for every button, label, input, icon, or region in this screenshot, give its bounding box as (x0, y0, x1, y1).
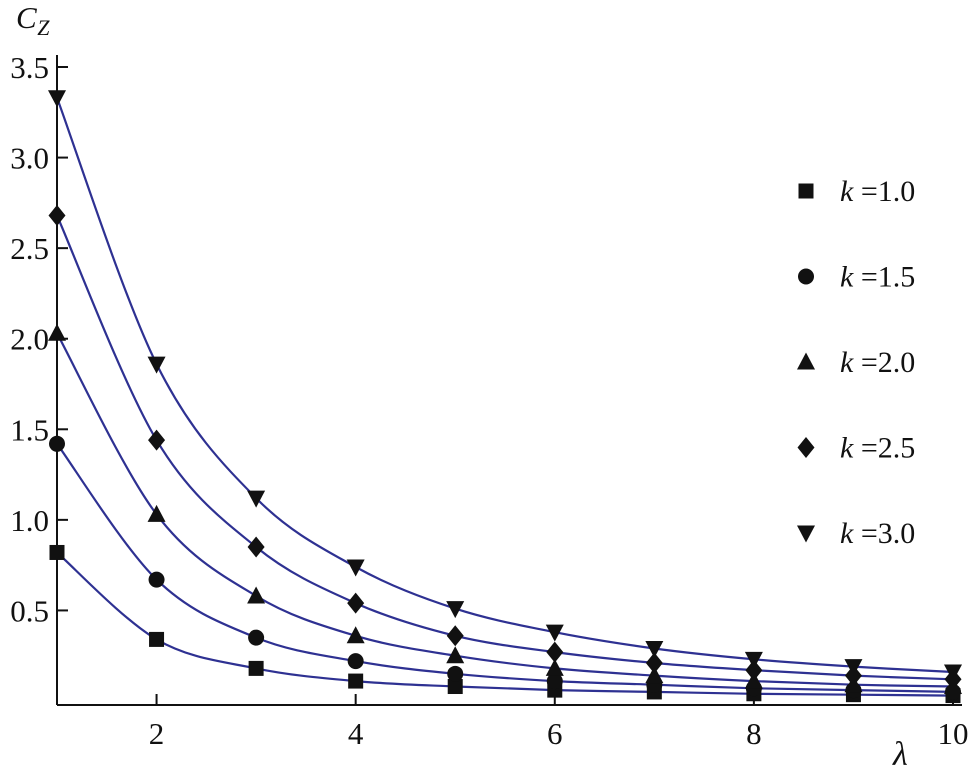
x-tick-label: 2 (149, 716, 165, 751)
legend-marker-icon (797, 352, 815, 370)
data-marker-diamond (446, 625, 464, 647)
series-line-diamond (55, 215, 954, 681)
y-tick-label: 1.0 (10, 503, 49, 538)
data-marker-diamond (745, 659, 763, 681)
legend-marker-icon (798, 268, 814, 285)
data-marker-square (348, 673, 364, 689)
data-marker-triangle-up (48, 323, 66, 341)
data-marker-triangle-down (147, 356, 166, 374)
y-tick-label: 2.5 (10, 231, 49, 266)
data-marker-circle (248, 629, 265, 646)
data-marker-circle (49, 435, 65, 452)
data-marker-triangle-down (744, 651, 763, 669)
data-marker-circle (447, 665, 464, 682)
data-marker-triangle-down (944, 664, 962, 682)
data-marker-diamond (247, 536, 265, 558)
y-tick-label: 2.0 (10, 322, 49, 357)
data-marker-triangle-up (446, 646, 465, 664)
data-marker-diamond (546, 641, 564, 663)
data-marker-circle (546, 673, 563, 690)
data-marker-triangle-down (48, 90, 66, 108)
legend-label: k =1.5 (840, 261, 915, 294)
data-marker-triangle-up (645, 666, 664, 684)
x-tick-label: 6 (547, 716, 563, 751)
y-tick-label: 0.5 (10, 593, 49, 628)
data-marker-triangle-up (346, 626, 365, 644)
data-marker-triangle-down (446, 601, 465, 619)
data-marker-triangle-up (247, 586, 266, 604)
data-marker-diamond (48, 205, 66, 227)
legend-label: k =1.0 (840, 175, 915, 208)
series-line-triangle-up (56, 332, 954, 688)
legend-label: k =3.0 (840, 517, 915, 550)
x-tick-label: 4 (348, 716, 364, 751)
data-marker-square (447, 679, 463, 695)
data-marker-triangle-up (545, 658, 564, 676)
series-line-square (56, 551, 954, 697)
y-axis-title-subscript: Z (37, 15, 50, 41)
y-tick-label: 1.5 (10, 412, 49, 447)
data-marker-triangle-down (346, 559, 365, 577)
x-tick-label: 8 (746, 716, 762, 751)
y-axis-title-main: C (16, 0, 38, 35)
y-axis-title: CZ (16, 0, 50, 41)
data-marker-diamond (645, 652, 663, 674)
data-marker-circle (148, 571, 165, 588)
data-marker-triangle-down (645, 640, 664, 658)
series-line-circle (56, 443, 954, 693)
legend-label: k =2.0 (840, 346, 915, 379)
series-line-triangle-down (55, 97, 954, 674)
x-tick-label: 10 (938, 716, 969, 751)
data-marker-triangle-down (247, 490, 266, 508)
data-marker-square (248, 660, 264, 676)
data-marker-triangle-up (147, 504, 166, 522)
data-marker-triangle-down (844, 659, 863, 677)
legend-marker-icon (798, 183, 814, 199)
x-axis-title: λ (893, 736, 908, 773)
data-marker-diamond (148, 429, 166, 451)
y-tick-label: 3.0 (10, 141, 49, 176)
data-marker-square (149, 631, 165, 647)
data-marker-square (49, 544, 65, 560)
data-marker-triangle-down (545, 624, 564, 642)
y-tick-label: 3.5 (10, 50, 49, 85)
data-marker-circle (347, 653, 364, 670)
legend-marker-icon (797, 525, 815, 543)
legend-label: k =2.5 (840, 432, 915, 465)
legend-marker-icon (797, 437, 815, 458)
data-marker-diamond (347, 592, 365, 614)
